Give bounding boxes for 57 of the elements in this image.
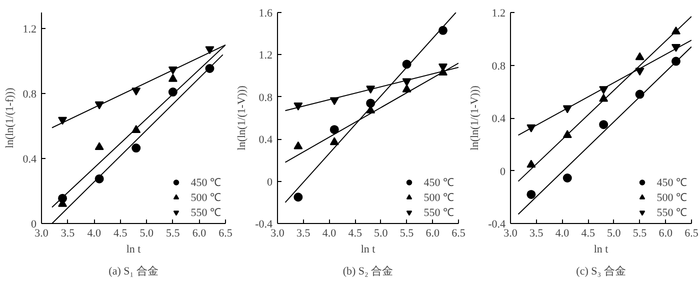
x-tick-label: 3.5 (296, 228, 311, 240)
legend-label: 450 ℃ (424, 176, 454, 189)
y-tick-label: 0.4 (258, 134, 273, 146)
y-tick-label: 0.4 (492, 113, 506, 125)
x-tick-label: 4.5 (113, 228, 128, 240)
x-tick-label: 3.0 (34, 228, 49, 240)
text: (c) S₃ 合金 (576, 264, 626, 278)
y-tick-label: 1.2 (492, 8, 506, 20)
y-tick-label: 0.8 (22, 88, 37, 101)
legend-label: 550 ℃ (656, 206, 687, 219)
y-tick-label: 0.8 (258, 92, 273, 104)
x-tick-label: 6.5 (452, 228, 466, 240)
x-tick-label: 5.5 (400, 228, 414, 240)
x-tick-label: 5.5 (632, 228, 648, 240)
x-tick-label: 6.0 (658, 228, 674, 240)
legend-label: 550 ℃ (424, 206, 454, 219)
x-tick-label: 6.5 (684, 228, 699, 240)
x-tick-label: 6.5 (218, 228, 233, 240)
x-tick-label: 4.0 (555, 228, 570, 240)
y-axis-title: ln(ln(1/(1-V))) (236, 85, 248, 150)
y-tick-label: 1.2 (22, 24, 36, 36)
text: (a) S₁ 合金 (108, 264, 158, 278)
x-tick-label: 4.0 (322, 228, 337, 240)
y-tick-label: 0.8 (492, 60, 506, 72)
x-tick-label: 3.0 (504, 228, 518, 240)
x-tick-label: 6.0 (192, 228, 207, 240)
x-axis-title: ln t (126, 244, 141, 256)
y-tick-label: -0.4 (255, 218, 273, 230)
x-tick-label: 5.0 (140, 228, 154, 240)
y-tick-label: 0 (31, 218, 37, 230)
x-tick-label: 5.0 (374, 228, 388, 240)
legend-label: 550 ℃ (190, 206, 221, 219)
y-tick-label: 1.2 (258, 50, 272, 62)
x-tick-label: 5.0 (607, 228, 622, 240)
legend-label: 500 ℃ (424, 191, 454, 204)
y-tick-label: 0 (267, 176, 273, 188)
y-axis-title: ln(ln(1/(1-V))) (469, 85, 482, 150)
y-tick-label: 0 (500, 166, 506, 178)
y-tick-label: 1.6 (258, 8, 273, 20)
y-axis-title: ln(ln(1/(1-f))) (4, 87, 16, 148)
x-tick-label: 3.5 (529, 228, 544, 240)
legend-label: 450 ℃ (190, 176, 221, 189)
x-tick-label: 3.5 (60, 228, 76, 240)
legend-label: 500 ℃ (190, 191, 221, 204)
y-tick-label: -0.4 (488, 218, 506, 230)
x-axis-title: ln t (360, 244, 376, 256)
x-tick-label: 6.0 (426, 228, 440, 240)
legend-label: 450 ℃ (656, 176, 687, 189)
x-tick-label: 5.5 (166, 228, 180, 240)
text: (b) S₂ 合金 (342, 264, 394, 278)
x-axis-title: ln t (594, 244, 608, 256)
x-tick-label: 4.5 (581, 228, 596, 240)
x-tick-label: 4.0 (87, 228, 102, 240)
x-tick-label: 3.0 (270, 228, 285, 240)
y-tick-label: 0.4 (22, 154, 37, 166)
legend-label: 500 ℃ (656, 191, 687, 204)
x-tick-label: 4.5 (348, 228, 362, 240)
